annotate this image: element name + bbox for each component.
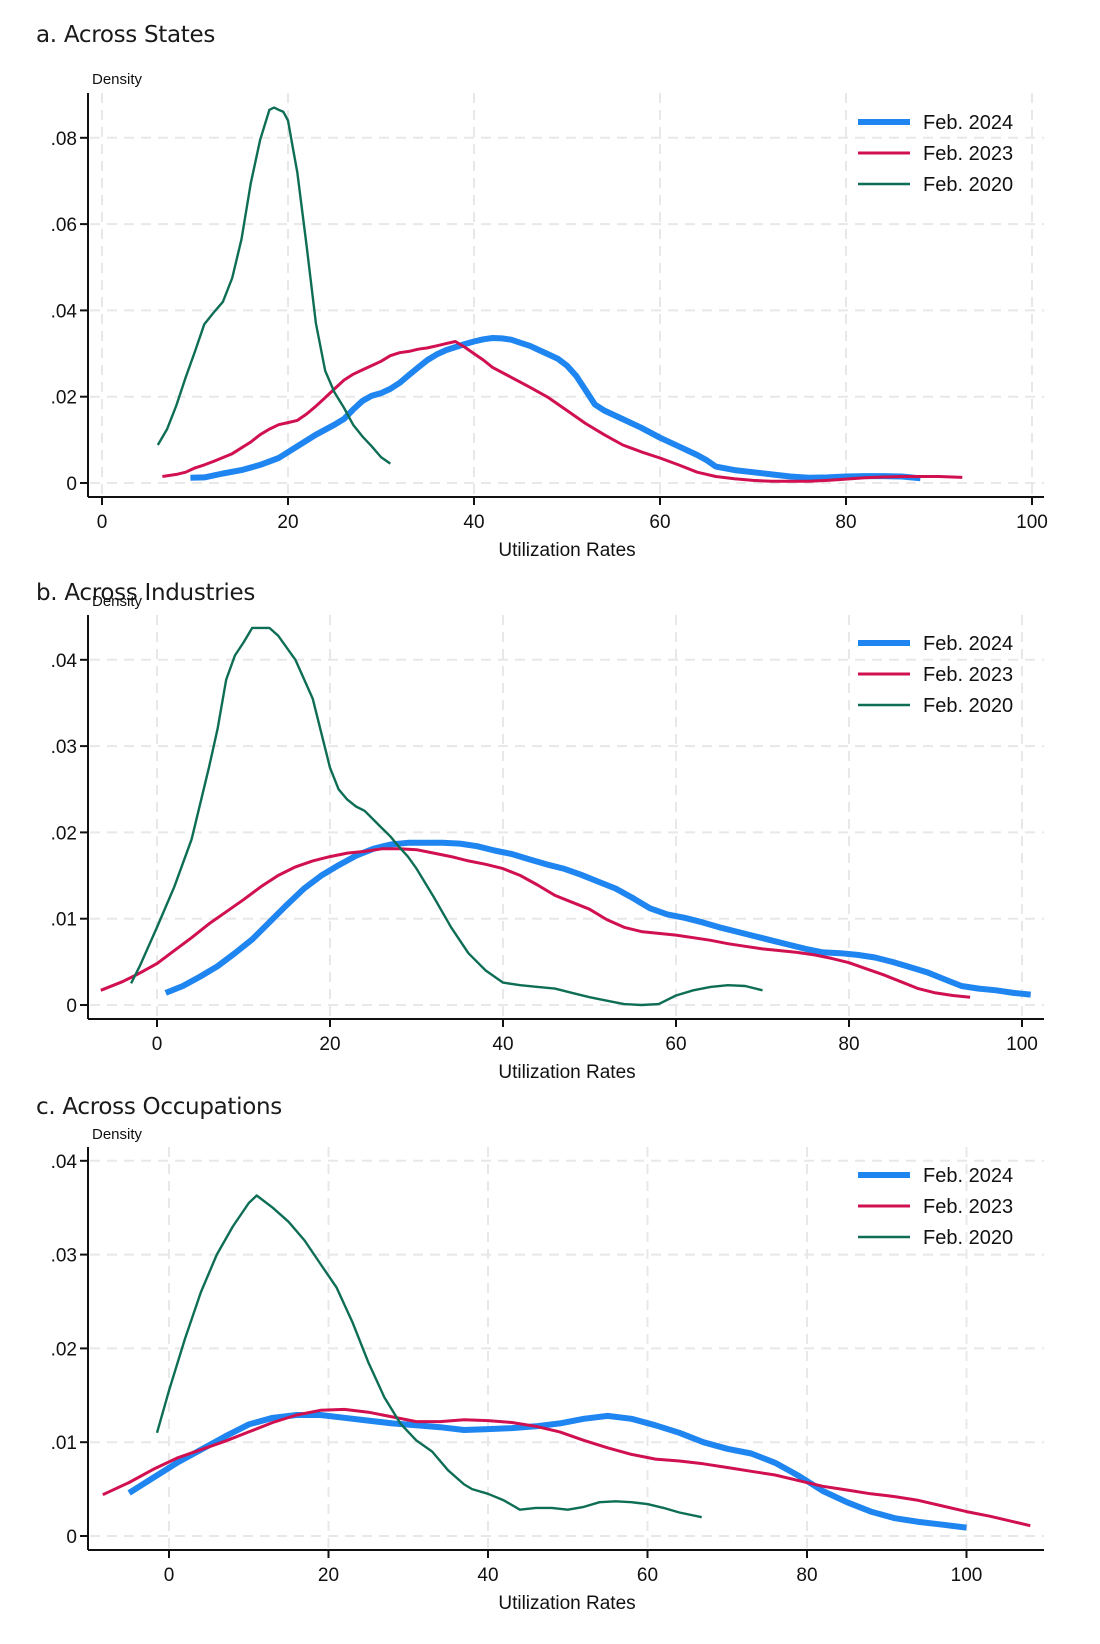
chart-panel-c: 0 .01 .02 .03 .04 0 20 40 60 80 100 Density Utilizat…: [51, 1126, 1044, 1614]
x-axis-title: Utilization Rates: [498, 540, 635, 561]
legend-label: Feb. 2023: [923, 1196, 1013, 1218]
x-tick-label: 80: [796, 1565, 817, 1586]
y-tick-label: .08: [51, 129, 77, 150]
x-tick-label: 40: [477, 1565, 498, 1586]
series-line-feb-2023: [102, 1407, 1031, 1528]
panel-title: c. Across Occupations: [36, 1094, 282, 1120]
series-line-feb-2020: [155, 1194, 702, 1519]
legend-label: Feb. 2020: [923, 1227, 1013, 1249]
x-tick-label: 40: [492, 1034, 513, 1055]
x-tick-label: 20: [318, 1565, 339, 1586]
x-tick-label: 20: [277, 512, 298, 533]
y-axis-title: Density: [92, 71, 143, 88]
legend-label: Feb. 2024: [923, 112, 1013, 134]
x-tick-label: 0: [152, 1034, 163, 1055]
y-tick-label: 0: [66, 996, 77, 1017]
series-line-feb-2020: [156, 106, 391, 465]
legend-label: Feb. 2024: [923, 633, 1013, 655]
legend-label: Feb. 2020: [923, 695, 1013, 717]
legend-label: Feb. 2023: [923, 143, 1013, 165]
chart-panel-a: 0 .02 .04 .06 .08 0 20 40 60 80 100 Density Utilizat…: [51, 71, 1048, 561]
x-tick-label: 40: [463, 512, 484, 533]
y-tick-label: .04: [51, 301, 78, 322]
y-tick-label: .02: [51, 1339, 77, 1360]
x-axis-title: Utilization Rates: [498, 1062, 635, 1083]
y-tick-label: .04: [51, 651, 78, 672]
legend: Feb. 2024 Feb. 2023 Feb. 2020: [858, 1165, 1013, 1249]
y-axis-title: Density: [92, 593, 143, 610]
x-tick-label: 80: [835, 512, 856, 533]
series-line-feb-2024: [164, 839, 1031, 998]
x-tick-label: 0: [97, 512, 108, 533]
y-tick-label: .04: [51, 1152, 78, 1173]
legend: Feb. 2024 Feb. 2023 Feb. 2020: [858, 633, 1013, 717]
chart-panel-b: 0 .01 .02 .03 .04 0 20 40 60 80 100 Density Utilizat…: [51, 593, 1044, 1083]
legend-label: Feb. 2020: [923, 174, 1013, 196]
series-line-feb-2023: [162, 340, 963, 483]
x-tick-label: 60: [637, 1565, 658, 1586]
x-tick-label: 60: [649, 512, 670, 533]
x-tick-label: 100: [1016, 512, 1048, 533]
y-tick-label: 0: [66, 1527, 77, 1548]
y-tick-label: .02: [51, 388, 77, 409]
series-line-feb-2023: [100, 847, 971, 999]
y-tick-label: .06: [51, 215, 77, 236]
y-tick-label: .03: [51, 1246, 77, 1267]
x-tick-label: 20: [319, 1034, 340, 1055]
series-line-feb-2024: [190, 335, 921, 482]
x-tick-label: 60: [665, 1034, 686, 1055]
y-tick-label: .02: [51, 823, 77, 844]
panel-title: b. Across Industries: [36, 580, 256, 606]
y-tick-label: .01: [51, 910, 77, 931]
panel-title: a. Across States: [36, 22, 216, 48]
series-line-feb-2024: [127, 1412, 967, 1531]
legend-label: Feb. 2023: [923, 664, 1013, 686]
x-tick-label: 0: [164, 1565, 175, 1586]
x-tick-label: 100: [951, 1565, 983, 1586]
y-tick-label: 0: [66, 474, 77, 495]
x-tick-label: 80: [838, 1034, 859, 1055]
x-axis-title: Utilization Rates: [498, 1593, 635, 1614]
x-tick-label: 100: [1006, 1034, 1038, 1055]
y-tick-label: .03: [51, 737, 77, 758]
y-axis-title: Density: [92, 1126, 143, 1143]
legend-label: Feb. 2024: [923, 1165, 1013, 1187]
legend: Feb. 2024 Feb. 2023 Feb. 2020: [858, 112, 1013, 196]
y-tick-label: .01: [51, 1433, 77, 1454]
series-line-feb-2020: [130, 626, 763, 1007]
